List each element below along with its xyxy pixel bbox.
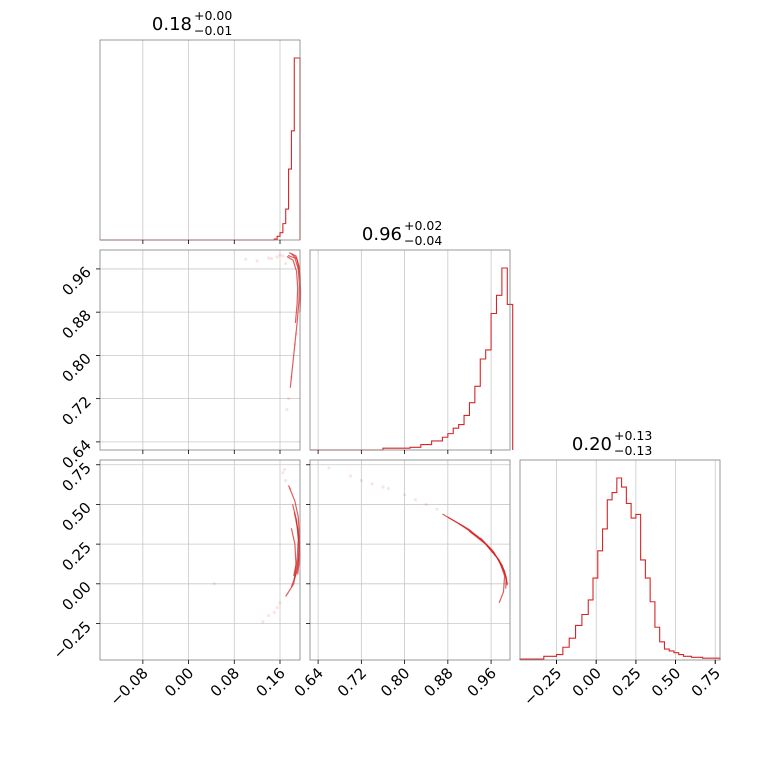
y-tick-label-p1-4: 0.96 <box>58 263 94 299</box>
scatter-point-pair2-2 <box>370 482 374 486</box>
panel-frame-pair-0 <box>99 249 301 451</box>
panel-title-lower-1: −0.04 <box>404 233 442 248</box>
scatter-point-pair0-3 <box>244 257 248 261</box>
scatter-point-pair2-9 <box>435 507 439 511</box>
contour-curve-pair2-2 <box>458 523 507 589</box>
y-tick-label-p1-1: 0.72 <box>58 393 94 429</box>
scatter-point-pair2-1 <box>348 474 353 478</box>
contour-curve-pair0-1 <box>286 255 299 324</box>
x-tick-label-p2-0: −0.25 <box>520 664 565 709</box>
contour-curve-pair0-0 <box>287 254 301 388</box>
scatter-point-pair1-9 <box>266 613 271 618</box>
scatter-point-pair1-2 <box>278 601 282 605</box>
histogram-1 <box>310 267 514 451</box>
x-tick-label-p0-3: 0.16 <box>252 664 288 700</box>
scatter-point-pair2-0 <box>327 466 331 470</box>
scatter-point-pair1-7 <box>282 467 287 472</box>
y-tick-label-p2-0: −0.25 <box>50 618 95 663</box>
y-tick-label-p2-1: 0.00 <box>58 578 94 614</box>
contour-curve-pair0-3 <box>288 252 301 280</box>
scatter-point-pair2-4 <box>402 493 407 497</box>
scatter-point-pair0-7 <box>285 407 289 412</box>
scatter-point-pair0-12 <box>269 257 274 261</box>
contour-curve-pair1-0 <box>285 485 301 597</box>
x-tick-label-p1-2: 0.80 <box>377 664 413 700</box>
scatter-point-pair0-4 <box>281 254 285 258</box>
x-tick-label-p1-1: 0.72 <box>334 664 370 700</box>
x-tick-label-p0-1: 0.00 <box>161 664 197 700</box>
scatter-point-pair0-1 <box>275 255 279 259</box>
histogram-0 <box>100 57 301 241</box>
x-tick-label-p0-0: −0.08 <box>106 664 151 709</box>
scatter-point-pair0-11 <box>278 253 282 257</box>
scatter-point-pair0-2 <box>255 259 259 263</box>
x-tick-label-p0-2: 0.08 <box>207 664 243 700</box>
scatter-point-pair2-5 <box>413 498 418 502</box>
contour-curve-pair2-4 <box>479 537 508 581</box>
y-tick-label-p2-2: 0.25 <box>58 538 94 574</box>
panel-title-upper-1: +0.02 <box>404 218 442 233</box>
scatter-point-pair2-7 <box>359 479 363 483</box>
panel-title-median-1: 0.96 <box>362 224 402 245</box>
scatter-point-pair1-4 <box>261 620 265 624</box>
panel-title-lower-0: −0.01 <box>194 23 232 38</box>
contour-curve-pair2-0 <box>447 516 506 604</box>
x-tick-label-p1-0: 0.64 <box>291 664 327 700</box>
scatter-point-pair1-3 <box>272 610 276 614</box>
panel-title-lower-2: −0.13 <box>614 443 652 458</box>
scatter-point-pair0-0 <box>266 256 271 260</box>
panel-frame-diag-0 <box>99 39 301 241</box>
histogram-2 <box>519 477 721 660</box>
scatter-point-pair1-0 <box>281 471 285 475</box>
scatter-point-pair0-6 <box>286 397 291 401</box>
contour-curve-pair1-3 <box>295 520 301 575</box>
y-tick-label-p2-3: 0.50 <box>58 499 94 535</box>
panel-title-median-0: 0.18 <box>152 14 192 35</box>
panel-frame-diag-1 <box>309 249 511 451</box>
panel-title-median-2: 0.20 <box>572 434 612 455</box>
panel-title-upper-0: +0.00 <box>194 8 232 23</box>
scatter-point-pair1-1 <box>284 479 288 483</box>
contour-curve-pair1-4 <box>290 528 297 580</box>
x-tick-label-p1-3: 0.88 <box>420 664 456 700</box>
x-tick-label-p2-1: 0.00 <box>569 664 605 700</box>
panel-frame-pair-1 <box>99 459 301 661</box>
scatter-point-pair0-5 <box>284 261 288 266</box>
scatter-point-pair2-8 <box>381 485 385 489</box>
scatter-point-pair1-8 <box>275 606 279 610</box>
contour-curve-pair2-3 <box>469 530 508 586</box>
panel-frame-diag-2 <box>519 459 721 661</box>
x-tick-label-p2-3: 0.50 <box>648 664 684 700</box>
x-tick-label-p1-4: 0.96 <box>464 664 500 700</box>
panel-frame-pair-2 <box>309 459 511 661</box>
y-tick-label-p1-3: 0.88 <box>58 306 94 342</box>
x-tick-label-p2-4: 0.75 <box>688 664 724 700</box>
scatter-point-pair2-3 <box>386 486 390 491</box>
contour-curve-pair2-1 <box>442 513 508 584</box>
scatter-point-pair2-6 <box>424 502 428 507</box>
x-tick-label-p2-2: 0.25 <box>608 664 644 700</box>
panel-title-upper-2: +0.13 <box>614 428 652 443</box>
scatter-point-pair1-5 <box>212 582 216 586</box>
y-tick-label-p1-2: 0.80 <box>58 350 94 386</box>
